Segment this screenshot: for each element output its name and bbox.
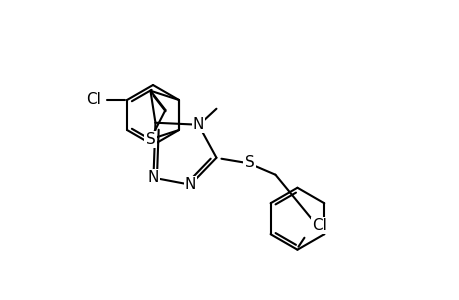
Text: N: N bbox=[147, 170, 159, 185]
Text: Cl: Cl bbox=[312, 218, 327, 233]
Text: Cl: Cl bbox=[86, 92, 101, 107]
Text: N: N bbox=[185, 177, 196, 192]
Text: S: S bbox=[145, 132, 155, 147]
Text: N: N bbox=[192, 117, 204, 132]
Text: S: S bbox=[244, 155, 254, 170]
